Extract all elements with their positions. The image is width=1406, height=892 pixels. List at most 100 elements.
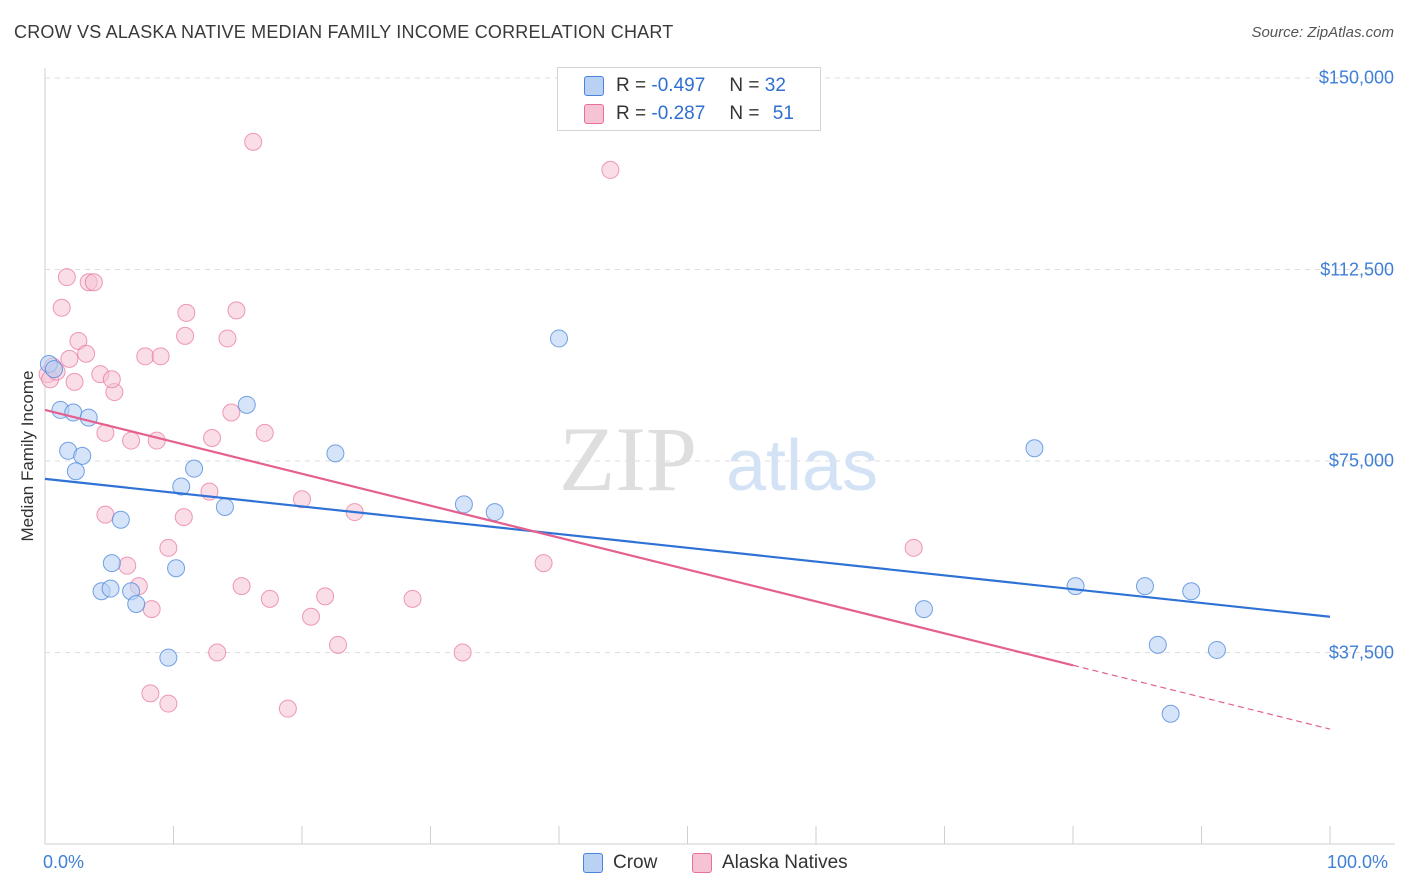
- x-tick-label-min: 0.0%: [43, 852, 85, 872]
- crow-point: [73, 446, 92, 465]
- alaska-natives-point: [227, 301, 246, 320]
- crow-points: [39, 329, 1226, 723]
- grid-lines: [45, 77, 1395, 653]
- crow-point: [1025, 439, 1044, 458]
- n-value: 32: [764, 75, 786, 96]
- crow-point: [485, 503, 504, 522]
- alaska-natives-point: [57, 268, 76, 287]
- alaska-natives-point: [244, 132, 263, 151]
- alaska-trend-extension: [1072, 664, 1331, 730]
- alaska-natives-point: [904, 538, 923, 557]
- source-label: Source: ZipAtlas.com: [1251, 24, 1394, 41]
- crow-point: [1182, 582, 1201, 601]
- alaska-natives-point: [222, 403, 241, 422]
- alaska-swatch: [692, 853, 712, 873]
- alaska-natives-point: [159, 694, 178, 713]
- alaska-natives-point: [118, 556, 137, 575]
- crow-point: [237, 395, 256, 414]
- alaska-natives-point: [52, 298, 71, 317]
- alaska-natives-point: [60, 349, 79, 368]
- crow-point: [215, 497, 234, 516]
- r-value: -0.287: [651, 103, 706, 124]
- r-value: -0.497: [651, 75, 706, 96]
- alaska-natives-point: [136, 347, 155, 366]
- alaska-natives-point: [232, 577, 251, 596]
- crow-point: [172, 477, 191, 496]
- axes: [44, 68, 1395, 845]
- alaska-swatch: [584, 104, 604, 124]
- crow-point: [167, 559, 186, 578]
- crow-point: [102, 554, 121, 573]
- crow-point: [326, 444, 345, 463]
- alaska-natives-point: [147, 431, 166, 450]
- alaska-natives-point: [102, 370, 121, 389]
- alaska-natives-point: [301, 607, 320, 626]
- legend-row-crow: R = -0.497 N = 32: [584, 74, 786, 98]
- alaska-natives-point: [601, 160, 620, 179]
- crow-point: [1135, 577, 1154, 596]
- alaska-natives-point: [65, 372, 84, 391]
- alaska-natives-point: [255, 423, 274, 442]
- crow-point: [454, 495, 473, 514]
- crow-point: [1161, 704, 1180, 723]
- alaska-natives-point: [142, 600, 161, 619]
- alaska-natives-point: [293, 490, 311, 509]
- alaska-natives-point: [122, 431, 141, 450]
- alaska-natives-point: [403, 589, 422, 608]
- alaska-natives-point: [278, 699, 297, 718]
- alaska-natives-point: [177, 303, 196, 322]
- alaska-natives-point: [328, 635, 347, 654]
- crow-point: [1148, 635, 1167, 654]
- y-tick-label: $150,000: [1318, 67, 1394, 88]
- alaska-natives-point: [316, 587, 335, 606]
- chart-title: CROW VS ALASKA NATIVE MEDIAN FAMILY INCO…: [14, 22, 674, 42]
- alaska-natives-point: [176, 326, 195, 345]
- crow-point: [1207, 640, 1226, 659]
- r-label: R =: [616, 75, 647, 96]
- crow-point: [159, 648, 178, 667]
- watermark: ZIP atlas: [559, 408, 878, 510]
- watermark-zip: ZIP: [559, 408, 697, 510]
- alaska-trend-line: [44, 408, 1074, 667]
- trend-lines: [44, 408, 1331, 730]
- alaska-natives-point: [203, 429, 222, 448]
- crow-point: [111, 510, 130, 529]
- watermark-atlas: atlas: [726, 426, 878, 506]
- legend-item-crow: Crow: [583, 852, 657, 874]
- legend-item-alaska: Alaska Natives: [692, 852, 848, 874]
- y-tick-label: $75,000: [1328, 450, 1394, 471]
- n-label: N =: [729, 75, 760, 96]
- n-label: N =: [729, 103, 760, 124]
- alaska-natives-point: [453, 643, 472, 662]
- alaska-natives-point: [141, 684, 160, 703]
- alaska-legend-label: Alaska Natives: [722, 852, 848, 873]
- crow-trend-line: [44, 477, 1331, 618]
- stats-legend: R = -0.497 N = 32 R = -0.287 N = 51: [557, 67, 821, 131]
- crow-legend-label: Crow: [613, 852, 658, 873]
- alaska-natives-point: [260, 589, 279, 608]
- crow-point: [550, 329, 568, 348]
- alaska-natives-point: [159, 538, 178, 557]
- y-tick-label: $37,500: [1328, 642, 1394, 662]
- crow-point: [101, 579, 120, 598]
- crow-point: [66, 462, 85, 481]
- alaska-natives-point: [174, 508, 193, 527]
- crow-point: [185, 459, 204, 478]
- r-label: R =: [616, 103, 647, 124]
- crow-point: [914, 600, 933, 619]
- crow-point: [79, 408, 98, 427]
- y-tick-label: $112,500: [1320, 259, 1394, 279]
- alaska-natives-point: [84, 273, 103, 292]
- crow-swatch: [583, 853, 603, 873]
- n-value: 51: [772, 103, 794, 124]
- crow-point: [127, 594, 146, 613]
- alaska-natives-point: [534, 554, 553, 573]
- x-tick-label-max: 100.0%: [1327, 852, 1389, 872]
- alaska-natives-point: [96, 505, 115, 524]
- alaska-natives-point: [208, 643, 227, 662]
- crow-point: [44, 360, 63, 379]
- crow-point: [1066, 577, 1085, 596]
- legend-row-alaska: R = -0.287 N = 51: [584, 102, 794, 126]
- alaska-natives-point: [151, 347, 170, 366]
